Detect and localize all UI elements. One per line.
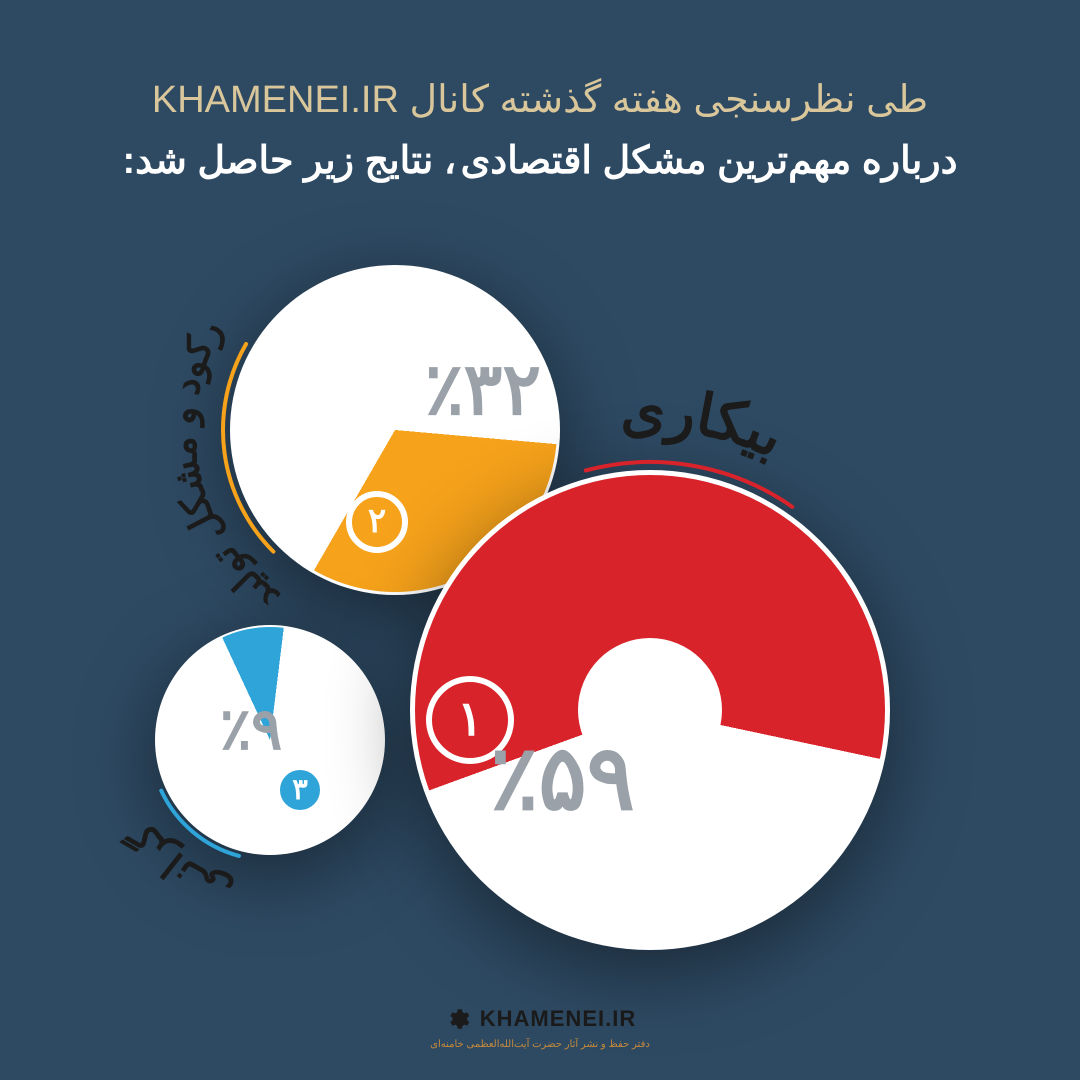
pie-disc-inflation: ۳ ٪۹	[155, 625, 385, 855]
pie-wedge-unemployment	[415, 475, 885, 945]
header-line2-post: ، نتایج زیر حاصل شد:	[122, 140, 456, 182]
category-title-text: گرانـی	[119, 814, 239, 915]
footer-brand-text: KHAMENEI.IR	[480, 1006, 636, 1032]
svg-text:رکود و مشکل تولید: رکود و مشکل تولید	[162, 313, 287, 622]
category-title-inflation: گرانـی	[65, 535, 475, 945]
header-line1-brand: KHAMENEI.IR	[152, 79, 399, 121]
rank-badge-unemployment: ۱	[426, 676, 514, 764]
footer-brand: KHAMENEI.IR	[444, 1006, 636, 1032]
category-title-text: بیکاری	[619, 378, 794, 471]
footer-block: KHAMENEI.IR دفتر حفظ و نشر آثار حضرت آیت…	[0, 1006, 1080, 1050]
svg-text:بیکاری: بیکاری	[619, 378, 794, 471]
rank-digit: ۱	[457, 691, 483, 747]
rank-badge-inflation: ۳	[274, 764, 326, 816]
category-title-recession: رکود و مشکل تولید	[137, 172, 653, 688]
header-line2-bold: مهم‌ترین مشکل اقتصادی	[461, 140, 852, 182]
footer-subline: دفتر حفظ و نشر آثار حضرت آیت‌الله‌العظمی…	[0, 1039, 1080, 1050]
percent-label-inflation: ٪۹	[220, 695, 282, 763]
pie-disc-unemployment: ۱٪۵۹	[410, 470, 890, 950]
title-underline-arc	[586, 462, 792, 507]
infographic-stage: طی نظرسنجی هفته گذشته کانال KHAMENEI.IR …	[0, 0, 1080, 1080]
percent-label-recession: ٪۳۲	[425, 347, 541, 431]
percent-label-unemployment: ٪۵۹	[490, 726, 635, 831]
pie-donut-hole-unemployment	[578, 638, 722, 782]
rank-digit: ۳	[292, 772, 308, 807]
rank-digit: ۲	[368, 501, 386, 541]
pie-disc-recession: ۲ ٪۳۲	[230, 265, 560, 595]
title-underline-arc	[161, 791, 239, 856]
gear-icon	[444, 1006, 470, 1032]
title-underline-arc	[223, 344, 273, 552]
category-title-text: رکود و مشکل تولید	[162, 313, 287, 622]
header-line2-pre: درباره	[851, 140, 957, 182]
category-title-unemployment: بیکاری	[292, 352, 1008, 1068]
header-line1-pre: طی نظرسنجی هفته گذشته کانال	[399, 79, 928, 121]
rank-badge-recession: ۲	[346, 491, 408, 553]
pie-wedge-recession	[233, 268, 557, 592]
svg-text:گرانـی: گرانـی	[119, 814, 239, 915]
header-block: طی نظرسنجی هفته گذشته کانال KHAMENEI.IR …	[0, 70, 1080, 192]
pie-wedge-inflation	[157, 627, 383, 853]
